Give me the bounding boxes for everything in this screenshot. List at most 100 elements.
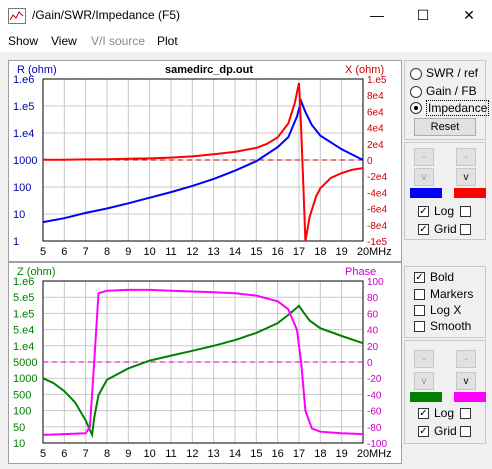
top-left-minus-button[interactable]: - bbox=[414, 148, 434, 166]
radio-gain[interactable] bbox=[410, 86, 422, 98]
logx-label: Log X bbox=[430, 303, 462, 317]
close-button[interactable]: ✕ bbox=[463, 6, 475, 23]
left-tick-label: 1 bbox=[13, 236, 19, 248]
window-title: /Gain/SWR/Impedance (F5) bbox=[32, 8, 181, 22]
top-log-label: Log bbox=[434, 204, 455, 218]
x-tick-label: 9 bbox=[125, 246, 131, 258]
left-tick-label: 1000 bbox=[13, 373, 37, 385]
radio-swr[interactable] bbox=[410, 68, 422, 80]
bold-checkbox[interactable]: ✓ bbox=[414, 272, 425, 283]
left-tick-label: 100 bbox=[13, 182, 31, 194]
right-tick-label: -1e5 bbox=[367, 237, 387, 248]
bottom-log-right-checkbox[interactable] bbox=[460, 408, 471, 419]
right-tick-label: 6e4 bbox=[367, 107, 384, 118]
options-group bbox=[404, 266, 486, 338]
x-tick-label: 6 bbox=[61, 246, 67, 258]
left-tick-label: 5.e4 bbox=[13, 325, 34, 337]
left-tick-label: 5.e5 bbox=[13, 292, 34, 304]
top-grid-right-checkbox[interactable] bbox=[460, 224, 471, 235]
x-tick-label: 19 bbox=[336, 448, 348, 460]
smooth-label: Smooth bbox=[430, 319, 472, 333]
menu-bar bbox=[0, 30, 492, 52]
top-right-color-swatch[interactable] bbox=[454, 188, 486, 198]
series-line-x-ohm- bbox=[42, 82, 364, 242]
right-tick-label: -4e4 bbox=[367, 188, 387, 199]
maximize-button[interactable]: ☐ bbox=[416, 6, 430, 23]
x-tick-label: 18 bbox=[314, 246, 326, 258]
right-tick-label: 8e4 bbox=[367, 91, 384, 102]
bottom-right-minus-button[interactable]: - bbox=[456, 350, 476, 368]
left-tick-label: 100 bbox=[13, 406, 31, 418]
bottom-right-color-swatch[interactable] bbox=[454, 392, 486, 402]
menu-vi-source[interactable]: V/I source bbox=[91, 34, 146, 48]
bold-label: Bold bbox=[430, 270, 455, 284]
top-grid-checkbox[interactable]: ✓ bbox=[418, 224, 429, 235]
left-tick-label: 10 bbox=[13, 209, 25, 221]
x-tick-label: 16 bbox=[272, 448, 284, 460]
left-axis-label: Z (ohm) bbox=[17, 266, 56, 278]
x-tick-label: 6 bbox=[61, 448, 67, 460]
top-log-right-checkbox[interactable] bbox=[460, 206, 471, 217]
smooth-checkbox[interactable] bbox=[414, 321, 425, 332]
right-axis-label: Phase bbox=[345, 266, 376, 278]
top-log-checkbox[interactable]: ✓ bbox=[418, 206, 429, 217]
series-line-r-ohm- bbox=[42, 98, 364, 224]
left-tick-label: 1.e4 bbox=[13, 128, 34, 140]
x-tick-label: 7 bbox=[83, 448, 89, 460]
right-tick-label: -6e4 bbox=[367, 205, 387, 216]
bottom-log-checkbox[interactable]: ✓ bbox=[418, 408, 429, 419]
top-plot-panel: 5 6 7 8 9 10 11 12 13 14 15 16 17 18 19 20 MHz 1.e6 1.e5 1.… bbox=[8, 60, 402, 262]
right-tick-label: -60 bbox=[367, 407, 382, 418]
bottom-chart: 5 6 7 8 9 10 11 12 13 14 15 16 17 18 19 20 MHz1.e65.e51.… bbox=[13, 266, 392, 460]
bottom-left-color-swatch[interactable] bbox=[410, 392, 442, 402]
right-tick-label: -40 bbox=[367, 390, 382, 401]
top-right-down-button[interactable]: v bbox=[456, 168, 476, 186]
menu-plot[interactable]: Plot bbox=[157, 34, 178, 48]
right-tick-label: -2e4 bbox=[367, 172, 387, 183]
left-tick-label: 1.e6 bbox=[13, 74, 34, 86]
markers-label: Markers bbox=[430, 287, 474, 301]
left-tick-label: 500 bbox=[13, 389, 31, 401]
top-right-minus-button[interactable]: - bbox=[456, 148, 476, 166]
right-tick-label: 0 bbox=[367, 358, 373, 369]
bottom-left-down-button[interactable]: v bbox=[414, 372, 434, 390]
minimize-button[interactable]: — bbox=[370, 7, 384, 23]
x-tick-label: 15 bbox=[250, 246, 262, 258]
radio-swr-label: SWR / ref bbox=[426, 66, 479, 80]
x-tick-label: 16 bbox=[272, 246, 284, 258]
x-tick-label: 13 bbox=[208, 246, 220, 258]
radio-gain-label: Gain / FB bbox=[426, 84, 477, 98]
x-tick-label: 13 bbox=[208, 448, 220, 460]
x-tick-label: 14 bbox=[229, 448, 241, 460]
top-grid-label: Grid bbox=[434, 222, 457, 236]
x-tick-label: 8 bbox=[104, 246, 110, 258]
x-tick-label: 10 bbox=[144, 246, 156, 258]
left-tick-label: 1.e6 bbox=[13, 276, 34, 288]
menu-show[interactable]: Show bbox=[8, 34, 39, 48]
reset-button[interactable]: Reset bbox=[414, 118, 476, 136]
bottom-left-minus-button[interactable]: - bbox=[414, 350, 434, 368]
x-tick-label: 11 bbox=[165, 448, 176, 460]
right-tick-label: 1.e5 bbox=[367, 75, 387, 86]
right-tick-label: -100 bbox=[367, 439, 387, 450]
x-tick-label: 17 bbox=[293, 246, 305, 258]
bottom-grid-checkbox[interactable]: ✓ bbox=[418, 426, 429, 437]
bottom-grid-right-checkbox[interactable] bbox=[460, 426, 471, 437]
right-tick-label: 4e4 bbox=[367, 124, 384, 135]
right-axis-label: X (ohm) bbox=[345, 64, 384, 76]
right-tick-label: 40 bbox=[367, 326, 379, 337]
right-tick-label: 80 bbox=[367, 293, 379, 304]
left-tick-label: 1000 bbox=[13, 155, 37, 167]
top-left-color-swatch[interactable] bbox=[410, 188, 442, 198]
left-tick-label: 50 bbox=[13, 422, 25, 434]
markers-checkbox[interactable] bbox=[414, 289, 425, 300]
bottom-right-down-button[interactable]: v bbox=[456, 372, 476, 390]
title-bar bbox=[0, 0, 492, 30]
top-left-down-button[interactable]: v bbox=[414, 168, 434, 186]
right-tick-label: 2e4 bbox=[367, 140, 384, 151]
logx-checkbox[interactable] bbox=[414, 305, 425, 316]
x-tick-label: 12 bbox=[186, 448, 198, 460]
app-icon bbox=[8, 8, 26, 24]
menu-view[interactable]: View bbox=[51, 34, 77, 48]
radio-impedance[interactable] bbox=[410, 102, 422, 114]
